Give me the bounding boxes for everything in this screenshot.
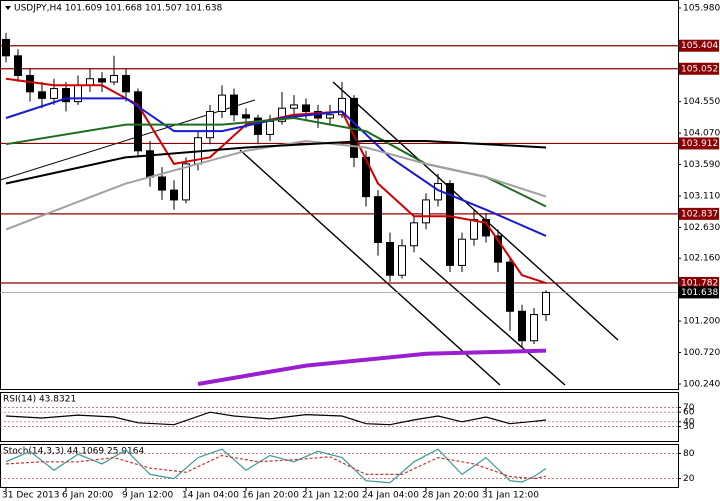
y-tick-label: 104.550 <box>683 97 720 107</box>
trendline <box>419 257 566 386</box>
y-tick-label: 103.590 <box>683 160 720 170</box>
y-tick-label: 103.110 <box>683 191 720 201</box>
candle-body <box>2 38 10 57</box>
x-tick-label: 28 Jan 20:00 <box>422 491 479 501</box>
level-label: 105.404 <box>681 41 718 51</box>
candle-body <box>38 91 46 99</box>
candle-body <box>518 310 526 342</box>
candle-body <box>446 183 454 266</box>
level-tag <box>679 39 719 52</box>
candle-body <box>230 94 238 116</box>
x-tick-label: 14 Jan 04:00 <box>182 491 239 501</box>
candle-body <box>470 219 478 240</box>
level-label: 102.837 <box>681 209 718 219</box>
stoch-panel <box>0 444 679 488</box>
candle-body <box>278 107 286 122</box>
y-tick-label: 70 <box>683 403 695 413</box>
candle-body <box>182 163 190 201</box>
y-tick-label: 100.240 <box>683 379 720 389</box>
candle-body <box>158 176 166 191</box>
candle-body <box>338 97 346 116</box>
x-tick-label: 31 Jan 12:00 <box>482 491 539 501</box>
candle-body <box>254 117 262 135</box>
candle-body <box>14 55 22 76</box>
candle-body <box>506 261 514 312</box>
indicator-line <box>5 411 547 426</box>
last-price-tag <box>679 286 719 299</box>
candle-body <box>386 241 394 276</box>
x-tick-label: 31 Dec 2013 <box>2 491 60 501</box>
candle-body <box>242 114 250 119</box>
candle-body <box>458 238 466 266</box>
candle-body <box>134 91 142 152</box>
moving-average <box>5 77 547 285</box>
panel-title: RSI(14) 43.8321 <box>3 395 76 405</box>
y-tick-label: 104.070 <box>683 129 720 139</box>
level-label: 105.052 <box>681 64 718 74</box>
candle-body <box>398 245 406 276</box>
level-tag <box>679 62 719 75</box>
candle-body <box>530 314 538 342</box>
y-tick-label: 105.980 <box>683 3 720 13</box>
candle-body <box>50 88 58 99</box>
y-tick-label: 100.720 <box>683 348 720 358</box>
candle-body <box>422 199 430 224</box>
candle-body <box>122 74 130 93</box>
chart-title: USDJPY,H4 101.609 101.668 101.507 101.63… <box>14 4 223 14</box>
menu-arrow <box>5 6 11 10</box>
rsi-panel <box>0 392 679 442</box>
candle-body <box>302 104 310 112</box>
candle-body <box>218 94 226 112</box>
panel-title: Stoch(14,3,3) 44.1069 25.9164 <box>3 447 144 457</box>
y-tick-label: 80 <box>683 449 695 459</box>
level-tag <box>679 137 719 150</box>
x-tick-label: 21 Jan 12:00 <box>302 491 359 501</box>
moving-average <box>5 139 547 231</box>
candle-body <box>542 291 550 316</box>
trendline <box>332 81 619 341</box>
y-tick-label: 20 <box>683 474 695 484</box>
candle-body <box>374 196 382 243</box>
y-tick-label: 40 <box>683 417 695 427</box>
y-tick-label: 60 <box>683 408 695 418</box>
candle-body <box>110 74 118 83</box>
moving-average <box>5 140 547 185</box>
y-tick-label: 101.200 <box>683 317 720 327</box>
candle-body <box>494 235 502 263</box>
x-tick-label: 6 Jan 20:00 <box>62 491 114 501</box>
last-price-label: 101.638 <box>681 288 718 298</box>
candle-body <box>170 189 178 201</box>
moving-average <box>197 348 547 386</box>
indicator-line <box>5 454 547 480</box>
candle-body <box>62 88 70 103</box>
main-panel <box>0 0 679 390</box>
x-tick-label: 9 Jan 12:00 <box>122 491 174 501</box>
candle-body <box>326 114 334 119</box>
candle-body <box>26 74 34 93</box>
candle-body <box>290 104 298 109</box>
trendline <box>239 149 501 386</box>
candle-body <box>410 222 418 247</box>
level-tag <box>679 207 719 220</box>
y-tick-label: 30 <box>683 422 695 432</box>
level-tag <box>679 276 719 289</box>
x-tick-label: 24 Jan 04:00 <box>362 491 419 501</box>
y-tick-label: 102.160 <box>683 254 720 264</box>
y-tick-label: 102.630 <box>683 223 720 233</box>
x-tick-label: 16 Jan 20:00 <box>242 491 299 501</box>
indicator-line <box>5 448 547 484</box>
candle-body <box>266 120 274 135</box>
level-label: 103.912 <box>681 139 718 149</box>
candle-body <box>98 78 106 83</box>
level-label: 101.782 <box>681 278 718 288</box>
moving-average <box>5 97 547 237</box>
